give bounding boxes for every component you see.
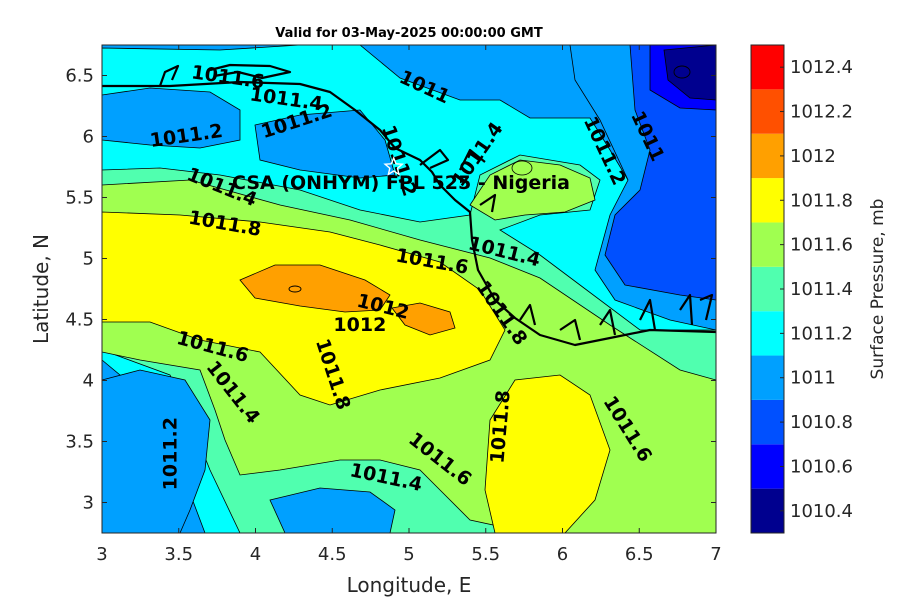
y-tick-label: 6.5	[65, 66, 94, 87]
colorbar-swatch	[751, 311, 784, 356]
level-1011-west-pocket	[102, 87, 241, 149]
level-1011.8-south-cell	[484, 374, 611, 533]
level-1012-cell-large	[239, 264, 391, 313]
contour-label: 1012	[333, 314, 386, 336]
level-1011.8-region	[102, 211, 506, 406]
y-tick-label: 4.5	[65, 310, 94, 331]
colorbar-swatch	[751, 178, 784, 223]
niger-delta-coast	[394, 147, 716, 347]
colorbar-tick-label: 1012.4	[790, 57, 853, 78]
coastline	[102, 63, 716, 347]
level-1012.2-dot	[288, 285, 302, 293]
colorbar-tick-label: 1011.6	[790, 235, 853, 256]
x-tick-label: 3.5	[164, 544, 193, 565]
y-axis-label: Latitude, N	[29, 234, 53, 344]
colorbar-swatch	[751, 222, 784, 267]
x-tick-label: 7	[710, 544, 721, 565]
colorbar-swatch	[751, 45, 784, 90]
y-tick-label: 3.5	[65, 432, 94, 453]
x-tick-label: 5	[403, 544, 414, 565]
colorbar-tick-label: 1012	[790, 146, 836, 167]
colorbar-tick-label: 1010.4	[790, 501, 853, 522]
colorbar-swatch	[751, 488, 784, 533]
level-1011.6-north-cell	[469, 159, 596, 221]
level-1011.8-north-dot	[511, 160, 533, 176]
station-label: CSA (ONHYM) FPL 525 - Nigeria	[232, 172, 570, 194]
x-tick-label: 5.5	[471, 544, 500, 565]
colorbar-tick-label: 1011.2	[790, 323, 853, 344]
x-tick-label: 4	[250, 544, 261, 565]
colorbar: 1010.4 1010.6 1010.8 1011 1011.2 1011.4 1011.6…	[750, 44, 853, 534]
colorbar-tick-label: 1012.2	[790, 102, 853, 123]
x-tick-label: 4.5	[318, 544, 347, 565]
level-1010.2-dot	[673, 65, 691, 79]
y-tick-label: 3	[83, 493, 94, 514]
colorbar-tick-label: 1011	[790, 368, 836, 389]
level-1011-sw-pocket	[102, 369, 211, 533]
y-tick-label: 5.5	[65, 188, 94, 209]
x-tick-label: 6.5	[625, 544, 654, 565]
contour-label: 1011.2	[160, 417, 182, 490]
level-1012-cell-small	[391, 302, 456, 336]
y-tick-label: 4	[83, 371, 94, 392]
x-axis: 3 3.5 4 4.5 5 5.5 6 6.5 7	[96, 45, 722, 565]
colorbar-tick-label: 1010.8	[790, 412, 853, 433]
colorbar-swatch	[751, 266, 784, 312]
y-tick-label: 6	[83, 127, 94, 148]
x-tick-label: 6	[557, 544, 568, 565]
level-1011-central-pocket	[254, 109, 396, 179]
level-1011-south-pocket	[269, 487, 396, 533]
station-star-icon	[383, 156, 404, 176]
colorbar-swatch	[751, 89, 784, 134]
x-axis-label: Longitude, E	[347, 573, 472, 597]
nigeria-border-line	[102, 80, 396, 149]
colorbar-swatch	[751, 355, 784, 400]
x-tick-label: 3	[96, 544, 107, 565]
chart-title: Valid for 03-May-2025 00:00:00 GMT	[275, 26, 543, 41]
colorbar-swatch	[751, 133, 784, 179]
colorbar-label: Surface Pressure, mb	[868, 199, 888, 380]
pressure-field	[102, 45, 716, 533]
colorbar-swatch	[751, 399, 784, 445]
colorbar-tick-label: 1011.8	[790, 190, 853, 211]
colorbar-tick-label: 1011.4	[790, 279, 853, 300]
y-tick-label: 5	[83, 249, 94, 270]
colorbar-swatch	[751, 444, 784, 489]
colorbar-tick-label: 1010.6	[790, 456, 853, 477]
delta-creeks	[419, 148, 714, 341]
lagos-lagoon-line	[158, 63, 292, 87]
y-axis: 3 3.5 4 4.5 5 5.5 6 6.5	[65, 66, 716, 514]
station-marker-group: CSA (ONHYM) FPL 525 - Nigeria	[232, 156, 570, 194]
